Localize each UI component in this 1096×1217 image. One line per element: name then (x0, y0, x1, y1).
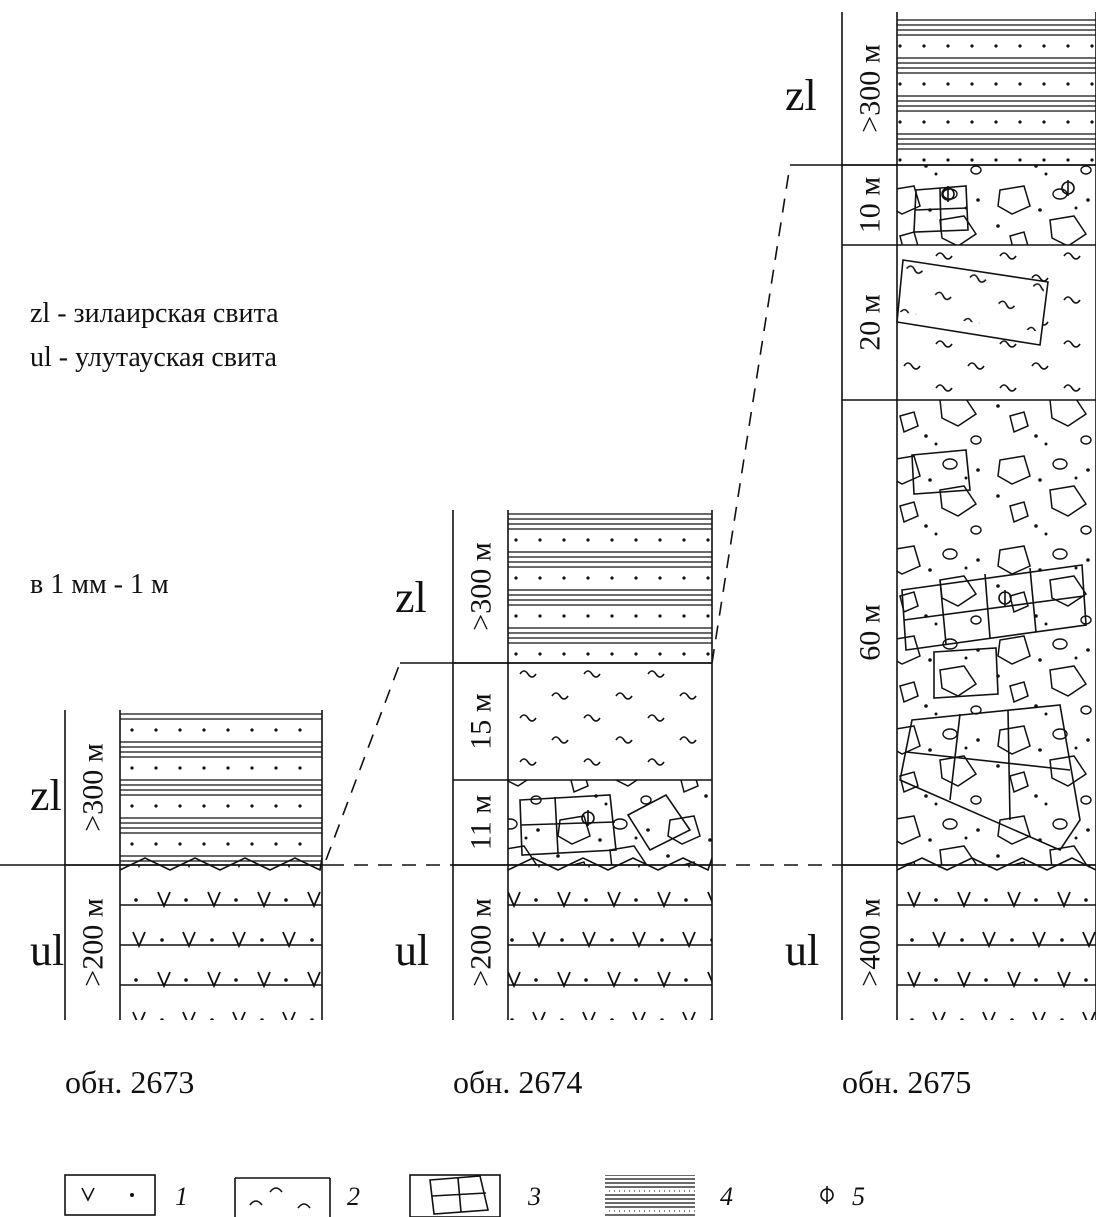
formation-label: ul (785, 926, 819, 975)
legend-label: 4 (720, 1182, 733, 1211)
thickness-label: 11 м (465, 795, 498, 850)
columns: >300 м >200 м zl ul обн. 2673 >300 м 15 м 11 м >… (30, 12, 1096, 1100)
lithology (897, 865, 1096, 1020)
lithology (508, 865, 712, 1020)
page: { "notes": ["zl - зилаирская свита", "ul… (0, 0, 1096, 1217)
legend-label: 1 (175, 1182, 188, 1211)
column-caption: обн. 2673 (65, 1064, 194, 1100)
lithology (897, 165, 1096, 245)
thickness-label: >300 м (77, 743, 110, 831)
formation-label: ul (395, 926, 429, 975)
lithology (897, 12, 1096, 165)
thickness-label: 20 м (854, 294, 887, 351)
formation-label: zl (395, 573, 427, 622)
legend-label: 2 (347, 1182, 360, 1211)
lithology (508, 663, 712, 780)
thickness-label: >200 м (465, 898, 498, 986)
lithology (120, 865, 322, 1020)
column-caption: обн. 2675 (842, 1064, 971, 1100)
formation-label: ul (30, 926, 64, 975)
formation-label: zl (30, 771, 62, 820)
thickness-label: 60 м (854, 604, 887, 661)
thickness-label: >300 м (465, 542, 498, 630)
legend-label: 5 (852, 1182, 865, 1211)
thickness-label: 15 м (465, 693, 498, 750)
lithology (120, 710, 322, 865)
thickness-label: >300 м (854, 44, 887, 132)
thickness-label: 10 м (854, 177, 887, 234)
legend-swatch (65, 1175, 155, 1215)
column-caption: обн. 2674 (453, 1064, 582, 1100)
legend: 1 2 3 4 5 (65, 1175, 865, 1217)
legend-label: 3 (527, 1182, 541, 1211)
thickness-label: >200 м (77, 898, 110, 986)
note: ul - улутауская свита (30, 342, 278, 373)
note: zl - зилаирская свита (30, 298, 279, 329)
formation-label: zl (785, 71, 817, 120)
diagram: >300 м >200 м zl ul обн. 2673 >300 м 15 м 11 м >… (0, 0, 1096, 1217)
lithology (897, 400, 1096, 865)
thickness-label: >400 м (854, 898, 887, 986)
lithology (508, 510, 712, 663)
scale-note: в 1 мм - 1 м (30, 569, 169, 600)
